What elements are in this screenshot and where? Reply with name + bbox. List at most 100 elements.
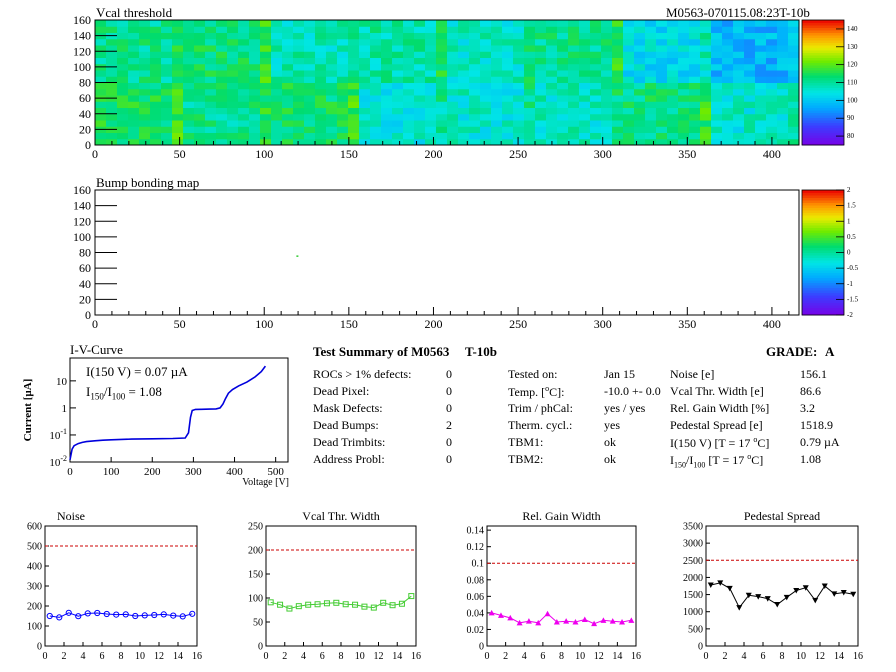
vcal-xtick-label: 0	[92, 147, 98, 161]
vcal-heatmap-cell	[601, 132, 613, 140]
vcal-heatmap-cell	[414, 76, 426, 83]
vcal-heatmap-cell	[524, 70, 536, 77]
vcal-heatmap-cell	[315, 38, 327, 46]
vcal-heatmap-cell	[722, 26, 734, 33]
vcal-heatmap-cell	[403, 132, 415, 140]
vcal-heatmap-cell	[238, 26, 250, 33]
vcal-heatmap-cell	[755, 51, 767, 58]
vcal-heatmap-cell	[227, 32, 239, 40]
chart-4-point	[726, 585, 733, 592]
vcal-heatmap-cell	[678, 113, 690, 121]
vcal-heatmap-cell	[491, 63, 503, 71]
vcal-heatmap-cell	[524, 45, 536, 52]
vcal-heatmap-cell	[711, 32, 723, 40]
vcal-heatmap-cell	[678, 26, 690, 33]
vcal-heatmap-cell	[194, 70, 206, 77]
vcal-heatmap-cell	[128, 82, 140, 90]
vcal-heatmap-cell	[425, 107, 437, 115]
vcal-heatmap-cell	[304, 45, 316, 52]
vcal-heatmap-cell	[524, 120, 536, 127]
vcal-heatmap-cell	[95, 45, 107, 52]
vcal-heatmap-cell	[293, 101, 305, 108]
bump-colorbar-cell	[802, 297, 844, 301]
vcal-heatmap-cell	[568, 82, 580, 90]
vcal-heatmap-cell	[788, 70, 800, 77]
vcal-heatmap-cell	[491, 95, 503, 102]
vcal-heatmap-cell	[480, 138, 492, 146]
vcal-heatmap-cell	[678, 82, 690, 90]
vcal-heatmap-cell	[568, 51, 580, 58]
vcal-heatmap-cell	[667, 57, 679, 65]
temp-value: -10.0 +- 0.0	[604, 384, 661, 398]
vcal-heatmap-cell	[227, 70, 239, 77]
vcal-heatmap-cell	[194, 107, 206, 115]
vcal-heatmap-cell	[150, 20, 162, 27]
vcal-heatmap-cell	[568, 132, 580, 140]
bump-defect-cell	[296, 255, 299, 257]
vcal-heatmap-cell	[623, 82, 635, 90]
vcal-heatmap-cell	[249, 82, 261, 90]
chart-1-point	[141, 612, 148, 619]
vcal-heatmap-cell	[513, 32, 525, 40]
vcal-heatmap-cell	[381, 95, 393, 102]
vcal-heatmap-cell	[788, 88, 800, 96]
vcal-heatmap-cell	[95, 107, 107, 115]
vcal-heatmap-cell	[150, 101, 162, 108]
vcal-heatmap-cell	[348, 107, 360, 115]
vcal-heatmap-cell	[150, 82, 162, 90]
chart-3-xtick-label: 16	[631, 651, 641, 662]
vcal-heatmap-cell	[579, 45, 591, 52]
vcal-heatmap-cell	[535, 138, 547, 146]
vcal-heatmap-cell	[744, 101, 756, 108]
chart-4-xtick-label: 16	[853, 651, 863, 662]
vcal-heatmap-cell	[645, 76, 657, 83]
vcal-heatmap-cell	[304, 76, 316, 83]
vcal-heatmap-cell	[392, 70, 404, 77]
vcal-heatmap-cell	[568, 45, 580, 52]
vcal-heatmap-cell	[282, 51, 294, 58]
chart-2-xtick-label: 12	[374, 651, 384, 662]
iv-xtick-label: 300	[185, 466, 202, 478]
chart-3-point	[619, 619, 626, 625]
vcal-heatmap-cell	[601, 82, 613, 90]
vcal-heatmap-cell	[634, 82, 646, 90]
vcal-heatmap-cell	[348, 113, 360, 121]
vcal-heatmap-cell	[205, 138, 217, 146]
vcal-heatmap-cell	[304, 57, 316, 65]
vcal-heatmap-cell	[348, 132, 360, 140]
vcal-heatmap-cell	[370, 132, 382, 140]
vcal-heatmap-cell	[117, 95, 129, 102]
bump-colorbar-cell	[802, 247, 844, 251]
vcal-heatmap-cell	[612, 82, 624, 90]
vcal-heatmap-cell	[381, 82, 393, 90]
vcal-heatmap-cell	[502, 82, 514, 90]
vcal-heatmap-cell	[458, 57, 470, 65]
vcal-heatmap-cell	[656, 126, 668, 133]
vcal-heatmap-cell	[667, 126, 679, 133]
vcal-heatmap-cell	[139, 120, 151, 127]
bump-colorbar-label: -1.5	[847, 295, 859, 303]
vcal-heatmap-cell	[227, 38, 239, 46]
bump-colorbar-cell	[802, 255, 844, 258]
vcal-heatmap-cell	[788, 45, 800, 52]
vcal-heatmap-cell	[282, 82, 294, 90]
vcal-heatmap-cell	[557, 82, 569, 90]
vcal-heatmap-cell	[139, 51, 151, 58]
vcal-heatmap-cell	[579, 132, 591, 140]
vcal-heatmap-cell	[414, 88, 426, 96]
vcal-heatmap-cell	[689, 57, 701, 65]
vcal-heatmap-cell	[535, 63, 547, 71]
vcal-heatmap-cell	[634, 70, 646, 77]
vcal-xtick-label: 350	[678, 147, 696, 161]
chart-2-point	[333, 599, 340, 606]
vcal-heatmap-cell	[161, 95, 173, 102]
vcal-heatmap-cell	[392, 126, 404, 133]
vcal-heatmap-cell	[194, 76, 206, 83]
vcal-heatmap-cell	[249, 132, 261, 140]
chart-2-point	[305, 601, 312, 608]
chart-2-ytick-label: 100	[248, 594, 263, 605]
vcal-heatmap-cell	[557, 138, 569, 146]
vcal-heatmap-cell	[601, 88, 613, 96]
vcal-heatmap-cell	[139, 57, 151, 65]
defect-value: 0	[446, 452, 452, 466]
